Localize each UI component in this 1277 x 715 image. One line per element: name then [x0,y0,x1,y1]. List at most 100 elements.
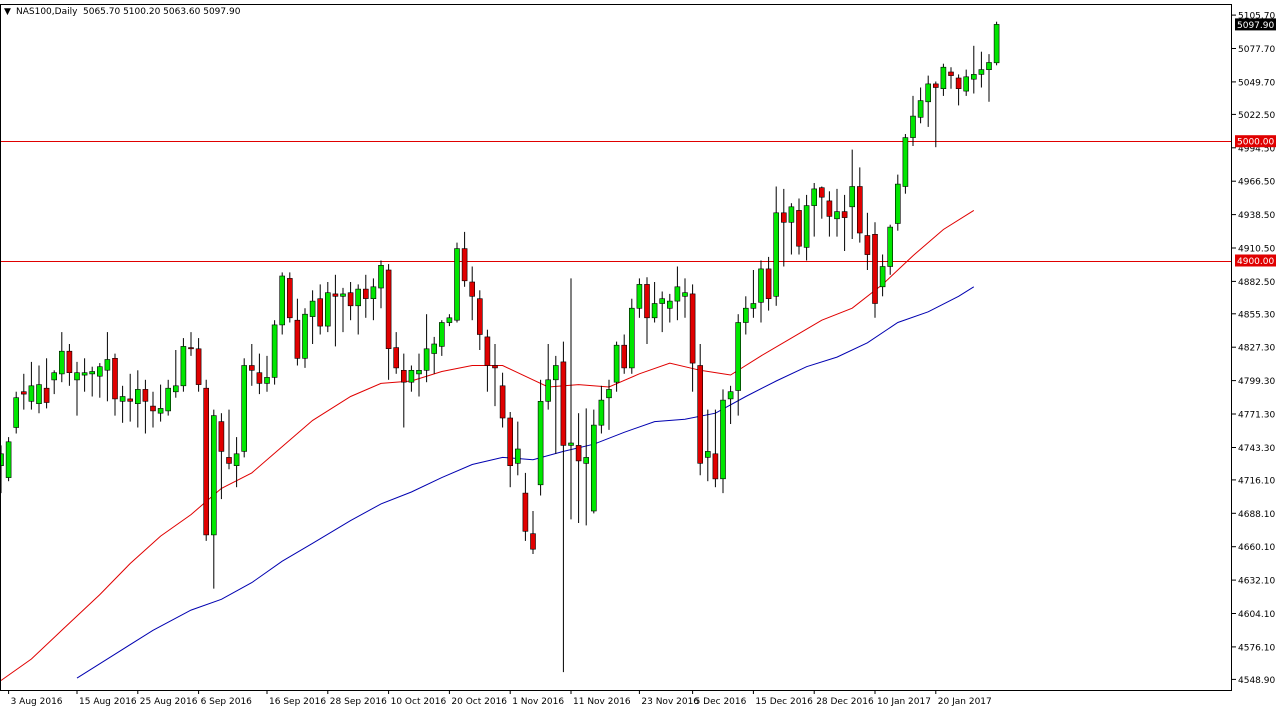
candle-body-down [461,248,468,282]
candle-body-up [894,183,901,224]
candle-body-up [552,365,559,381]
candle-body-down [249,365,255,371]
candle [416,353,422,397]
candle-body-up [606,389,612,399]
candle [621,334,628,374]
candle [507,412,514,488]
candle-body-down [469,281,476,297]
candle-body-down [780,212,787,223]
candle-body-up [416,369,422,375]
candle [378,260,384,309]
candle [552,355,559,454]
candle [841,194,848,251]
candle-body-up [742,307,749,323]
candle-body-down [20,391,27,395]
candle [986,54,992,102]
candle [834,188,840,237]
candle [340,287,346,333]
candle [58,332,65,383]
candle [362,274,369,318]
candle [902,134,909,194]
candle-body-up [963,76,970,92]
candle-body-up [666,300,673,309]
candle-body-up [97,366,103,377]
candle-body-up [773,212,780,297]
candle [727,385,734,424]
candle-body-up [378,264,384,289]
candle [704,409,711,482]
candle [628,298,635,374]
candle-body-down [864,235,871,255]
candle [948,67,954,89]
candle-body-down [362,288,369,299]
candle-body-up [583,457,590,464]
candle-body-up [271,324,278,378]
symbol-label: NAS100,Daily [16,7,78,17]
candle-body-up [13,397,19,428]
candle-body-up [5,441,12,478]
candle-body-up [89,371,95,375]
candle [438,320,445,356]
candle-body-down [575,445,582,462]
candle [294,298,301,366]
candle [249,344,255,386]
candle [537,379,544,496]
y-tick-label: 4576.10 [1238,643,1275,653]
candle-body-up [879,266,886,288]
menu-arrow-icon[interactable]: ▼ [4,7,11,17]
candle [803,194,810,261]
candle-body-up [180,346,187,387]
candle-body-up [233,453,240,466]
candle [872,222,878,318]
candle [112,353,118,416]
candle-body-up [157,408,164,414]
candle-body-up [636,284,643,309]
candle [940,63,947,96]
candle-body-up [651,303,658,319]
candle-body-down [203,387,209,536]
candle-body-down [765,268,772,299]
candle [104,332,111,402]
candle [20,373,27,410]
candle-body-down [530,533,536,550]
candle-body-down [393,347,400,369]
candle [211,409,217,589]
candle-body-down [195,348,202,385]
candle [271,320,278,385]
candle [347,282,354,321]
y-tick-label: 5077.70 [1238,45,1275,55]
candle-body-up [902,137,909,187]
candle [932,81,939,148]
candle-body-up [324,292,331,327]
x-tick-label: 10 Jan 2017 [877,697,931,707]
moving-average-fast-line [0,209,975,681]
candle [674,266,681,321]
candle [606,379,612,430]
candle-body-down [856,186,863,234]
candle [780,188,787,267]
y-tick-label: 4604.10 [1238,610,1275,620]
candle [910,95,916,146]
candle-body-down [644,284,650,319]
candle [142,379,149,434]
candle-body-down [142,389,149,402]
candle-body-down [385,269,392,349]
candle [332,274,339,347]
candle-body-down [332,293,339,297]
candle-body-down [818,187,825,198]
candle-body-up [750,303,757,309]
candle-body-down [955,77,962,89]
y-tick-label: 4660.10 [1238,543,1275,553]
y-tick-label: 4632.10 [1238,577,1275,587]
y-tick-label: 4716.10 [1238,476,1275,486]
x-tick-label: 15 Dec 2016 [755,697,813,707]
x-tick-label: 20 Oct 2016 [451,697,507,707]
candle-body-up [408,369,415,383]
y-tick-label: 4882.50 [1238,278,1275,288]
candle [150,391,156,428]
candle-body-down [112,357,118,400]
candle-body-up [978,69,985,75]
candle [484,329,491,392]
